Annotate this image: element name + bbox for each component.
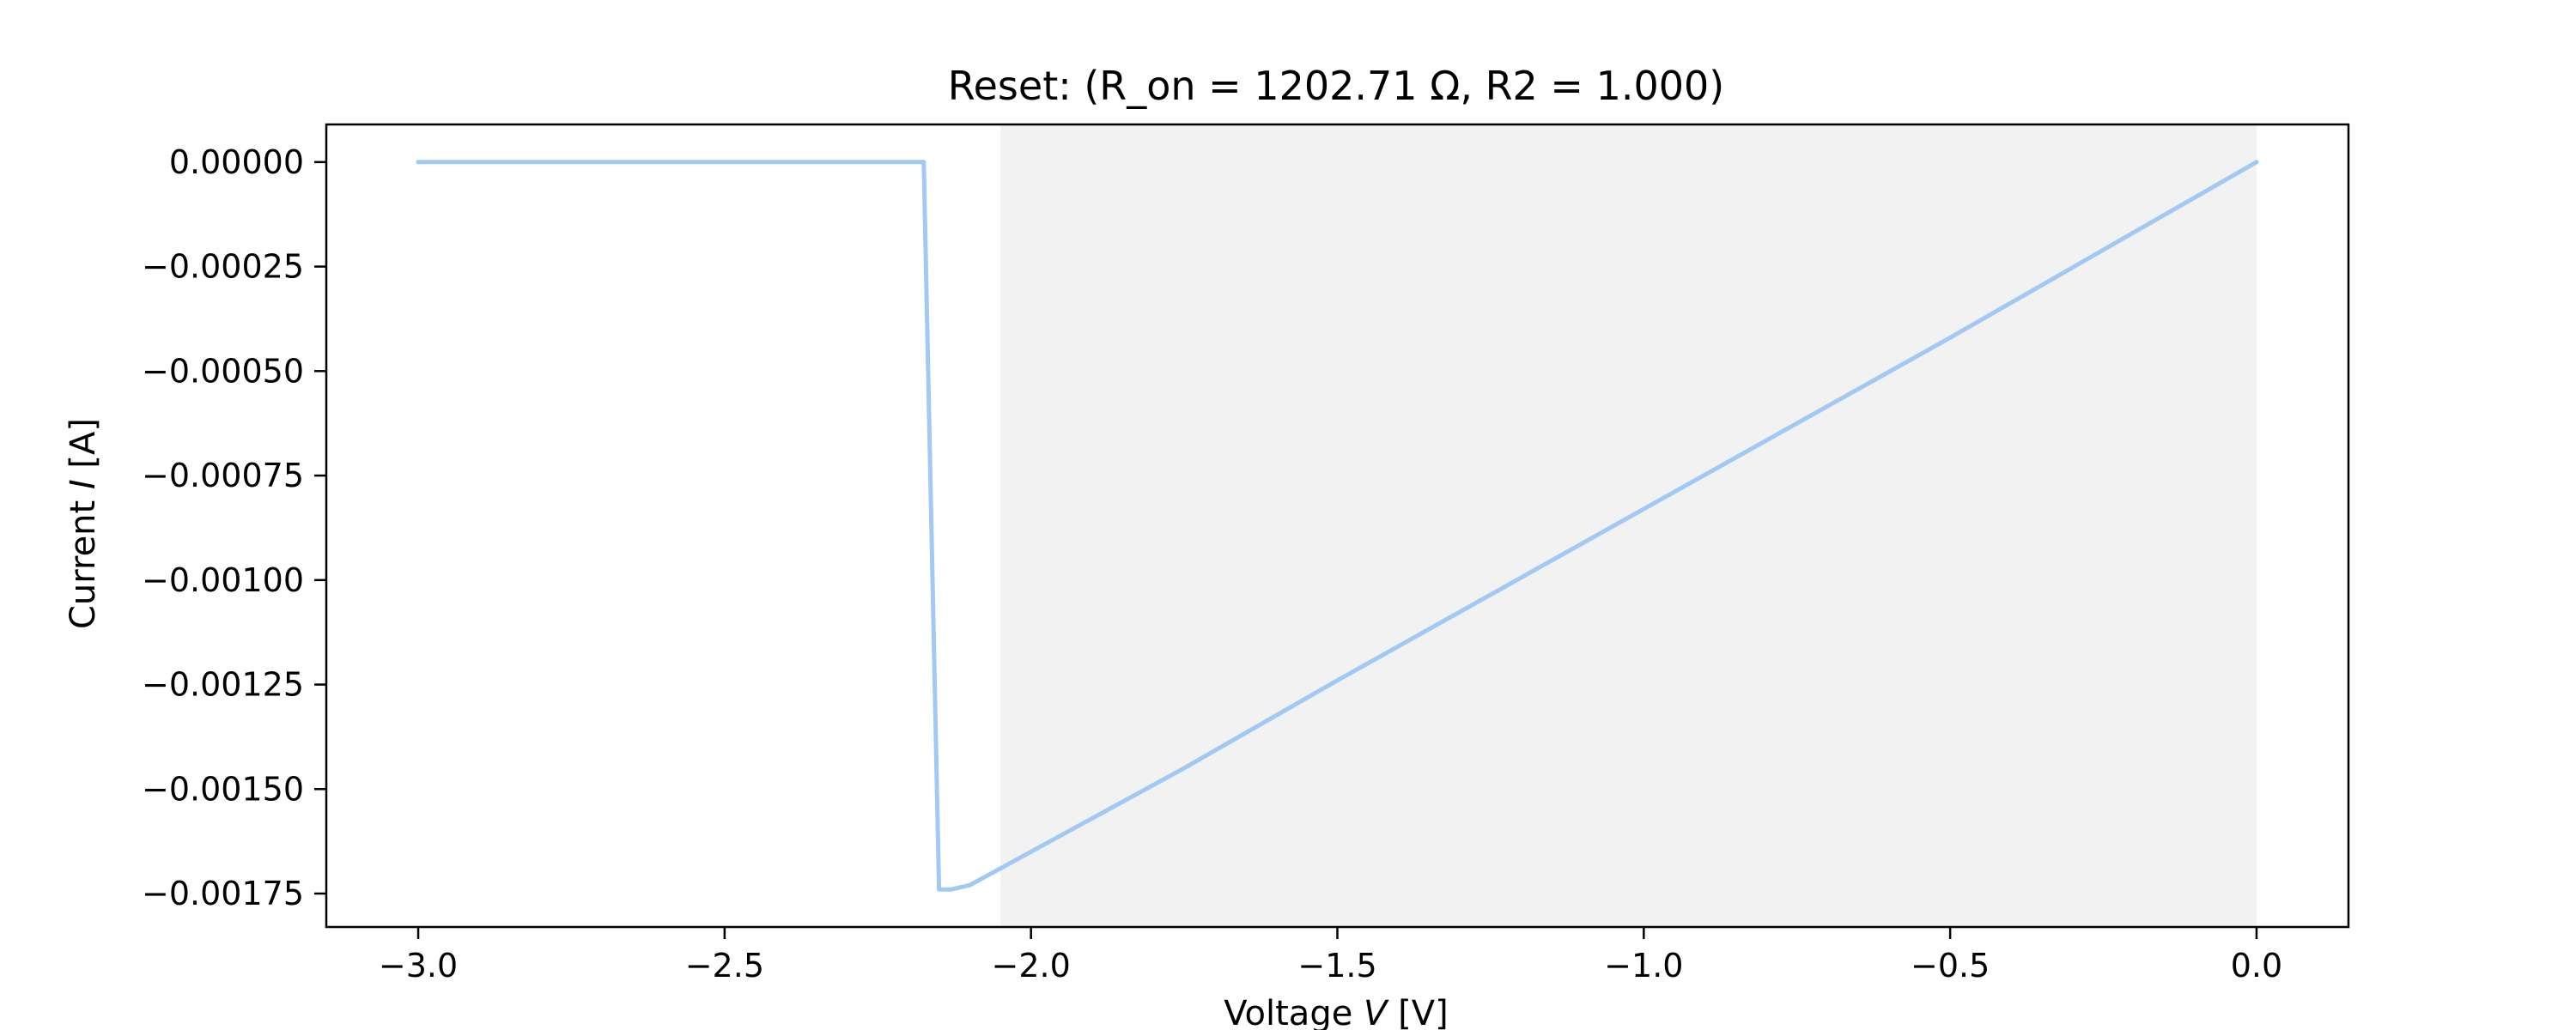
x-tick-label: 0.0 bbox=[2231, 947, 2282, 985]
y-tick-label: −0.00075 bbox=[142, 457, 304, 494]
y-tick-label: −0.00125 bbox=[142, 666, 304, 704]
y-tick-label: −0.00025 bbox=[142, 248, 304, 286]
y-tick-label: 0.00000 bbox=[169, 143, 304, 181]
x-tick-label: −2.5 bbox=[685, 947, 764, 985]
x-tick-label: −2.0 bbox=[992, 947, 1071, 985]
y-tick-label: −0.00100 bbox=[142, 561, 304, 599]
chart-title: Reset: (R_on = 1202.71 Ω, R2 = 1.000) bbox=[948, 63, 1725, 109]
y-tick-label: −0.00175 bbox=[142, 875, 304, 912]
y-tick-label: −0.00150 bbox=[142, 770, 304, 808]
plot-area: −3.0 −2.5 −2.0 −1.5 −1.0 −0.5 0.0 0.00000 −0.000… bbox=[142, 123, 2350, 985]
x-axis-label: Voltage V [V] bbox=[1224, 994, 1448, 1030]
x-tick-label: −1.0 bbox=[1604, 947, 1683, 985]
x-tick-label: −1.5 bbox=[1297, 947, 1376, 985]
series-line-0 bbox=[416, 160, 2259, 892]
shaded-region bbox=[1000, 124, 2257, 927]
x-tick-label: −3.0 bbox=[379, 947, 458, 985]
x-tick-label: −0.5 bbox=[1911, 947, 1990, 985]
y-tick-label: −0.00050 bbox=[142, 352, 304, 390]
y-axis-label: Current I [A] bbox=[64, 418, 103, 629]
